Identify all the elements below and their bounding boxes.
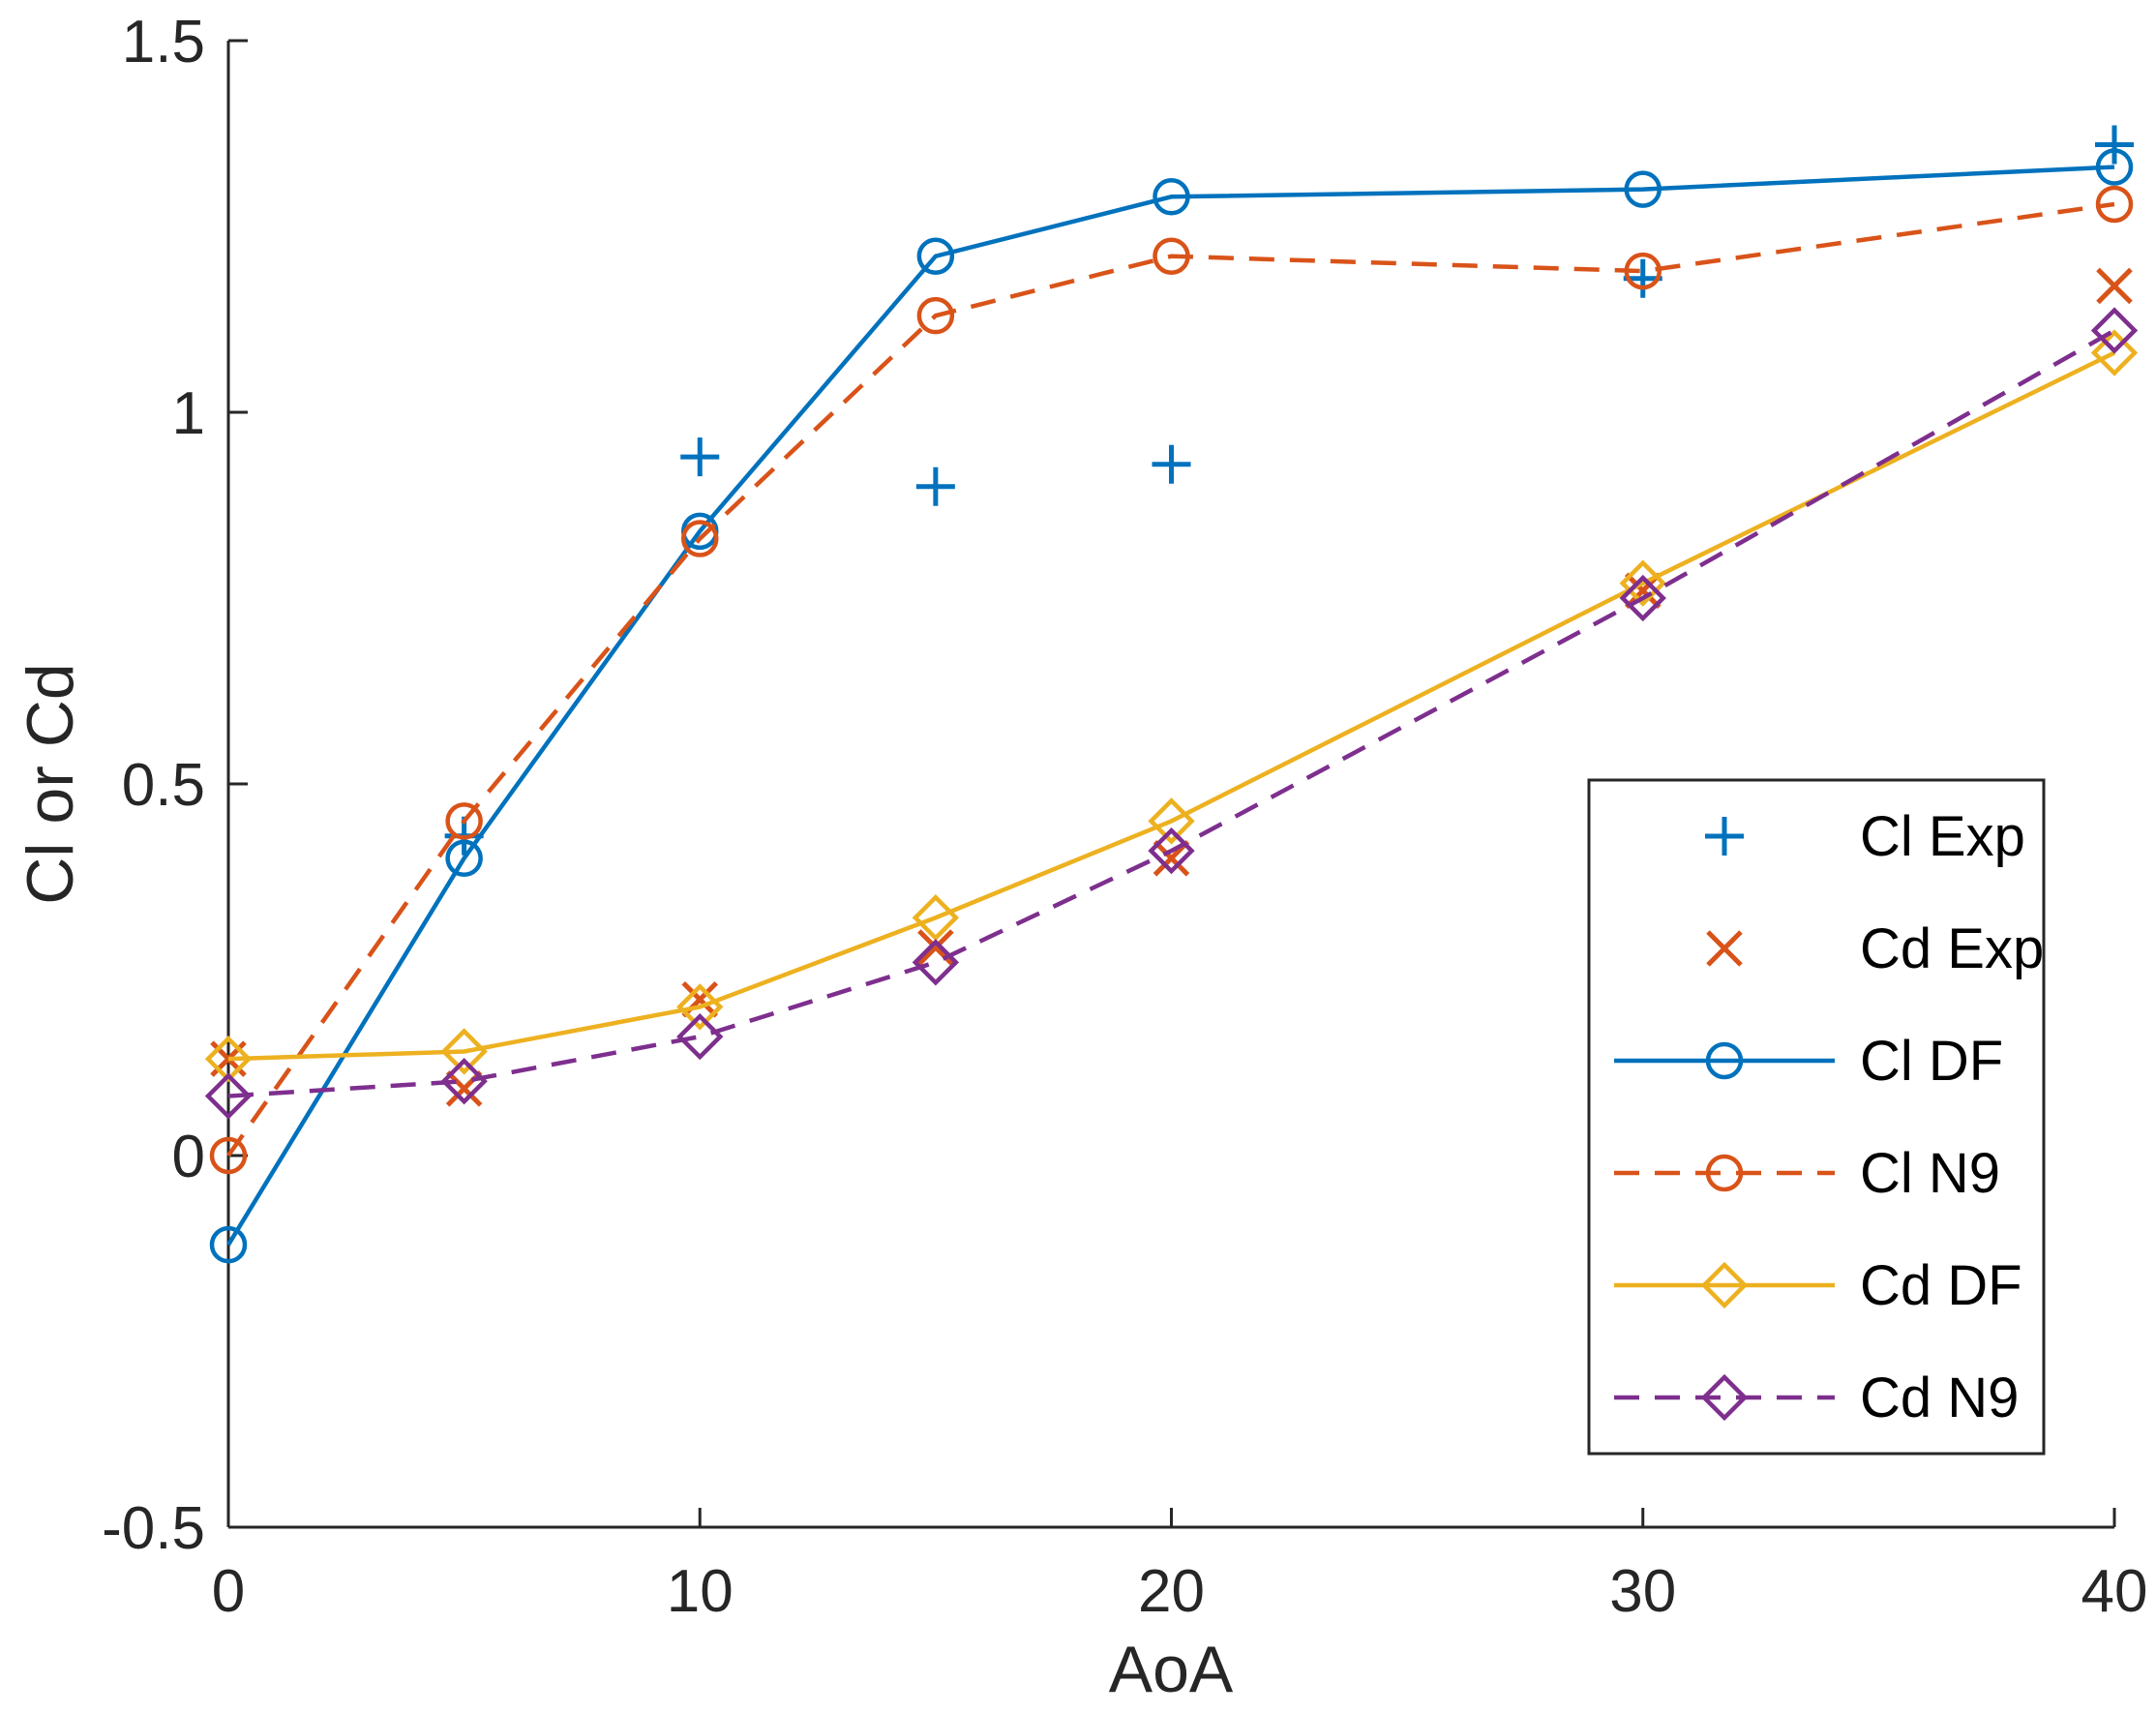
- marker-plus-Cl-Exp: [915, 466, 955, 506]
- marker-circle-Cl-DF: [1624, 170, 1662, 208]
- x-tick-label: 30: [1609, 1558, 1676, 1625]
- legend-marker-plus: [1705, 817, 1744, 856]
- marker-plus-Cl-Exp: [1152, 444, 1191, 484]
- y-tick-label: 0.5: [122, 752, 205, 819]
- series-line-Cl-N9: [226, 201, 2115, 1157]
- series-line-Cd-N9: [227, 328, 2116, 1098]
- marker-plus-Cl-Exp: [2095, 125, 2134, 165]
- marker-circle-Cl-N9: [2095, 185, 2134, 224]
- marker-circle-Cl-N9: [209, 1136, 248, 1175]
- marker-diamond-Cd-N9: [440, 1058, 488, 1105]
- marker-diamond-Cd-DF: [1148, 797, 1195, 845]
- legend-marker-circle: [1705, 1154, 1744, 1192]
- x-tick-label: 20: [1138, 1558, 1205, 1625]
- marker-circle-Cl-N9: [1153, 237, 1190, 275]
- series-line-Cl-DF: [226, 165, 2115, 1247]
- marker-circle-Cl-DF: [916, 237, 955, 275]
- y-tick-label: 1: [172, 380, 205, 447]
- legend-label: Cd Exp: [1860, 917, 2044, 980]
- legend-label: Cl DF: [1860, 1030, 2003, 1093]
- x-tick-label: 0: [212, 1558, 245, 1625]
- legend-label: Cd N9: [1860, 1367, 2019, 1429]
- marker-diamond-Cd-N9: [204, 1072, 253, 1120]
- marker-circle-Cl-N9: [916, 296, 955, 335]
- y-tick-label: 0: [172, 1124, 205, 1190]
- x-tick-label: 10: [667, 1558, 734, 1625]
- legend-label: Cl Exp: [1860, 805, 2025, 868]
- y-axis-label: Cl or Cd: [14, 663, 87, 904]
- marker-diamond-Cd-DF: [912, 894, 960, 942]
- marker-diamond-Cd-N9: [912, 939, 960, 986]
- y-tick-label: -0.5: [102, 1495, 205, 1562]
- legend-label: Cl N9: [1860, 1142, 2000, 1205]
- marker-diamond-Cd-N9: [676, 1012, 724, 1061]
- marker-diamond-Cd-N9: [1148, 826, 1195, 875]
- series-line-Cd-DF: [227, 350, 2115, 1062]
- marker-plus-Cl-Exp: [680, 437, 720, 477]
- marker-circle-Cl-N9: [445, 802, 483, 840]
- marker-diamond-Cd-N9: [2090, 307, 2139, 354]
- legend-marker-diamond: [1700, 1373, 1749, 1422]
- marker-diamond-Cd-N9: [1619, 574, 1666, 622]
- marker-circle-Cl-DF: [209, 1225, 248, 1264]
- legend-label: Cd DF: [1860, 1254, 2022, 1317]
- marker-diamond-Cd-DF: [440, 1028, 488, 1075]
- marker-circle-Cl-DF: [1153, 178, 1190, 216]
- legend-marker-diamond: [1700, 1261, 1749, 1309]
- marker-circle-Cl-DF: [2095, 148, 2134, 186]
- marker-circle-Cl-N9: [681, 520, 719, 557]
- marker-circle-Cl-DF: [445, 839, 483, 878]
- marker-diamond-Cd-DF: [1619, 559, 1666, 607]
- x-tick-label: 40: [2081, 1558, 2148, 1625]
- x-axis-label: AoA: [1109, 1633, 1234, 1706]
- legend-marker-x: [1706, 930, 1743, 967]
- legend-marker-circle: [1705, 1041, 1744, 1080]
- marker-circle-Cl-N9: [1624, 252, 1662, 290]
- y-tick-label: 1.5: [122, 9, 205, 75]
- marker-diamond-Cd-DF: [204, 1035, 253, 1083]
- legend-box: [1587, 778, 2046, 1456]
- marker-diamond-Cd-DF: [2090, 329, 2139, 376]
- marker-diamond-Cd-DF: [676, 983, 724, 1031]
- marker-x-Cd-Exp: [2096, 267, 2133, 305]
